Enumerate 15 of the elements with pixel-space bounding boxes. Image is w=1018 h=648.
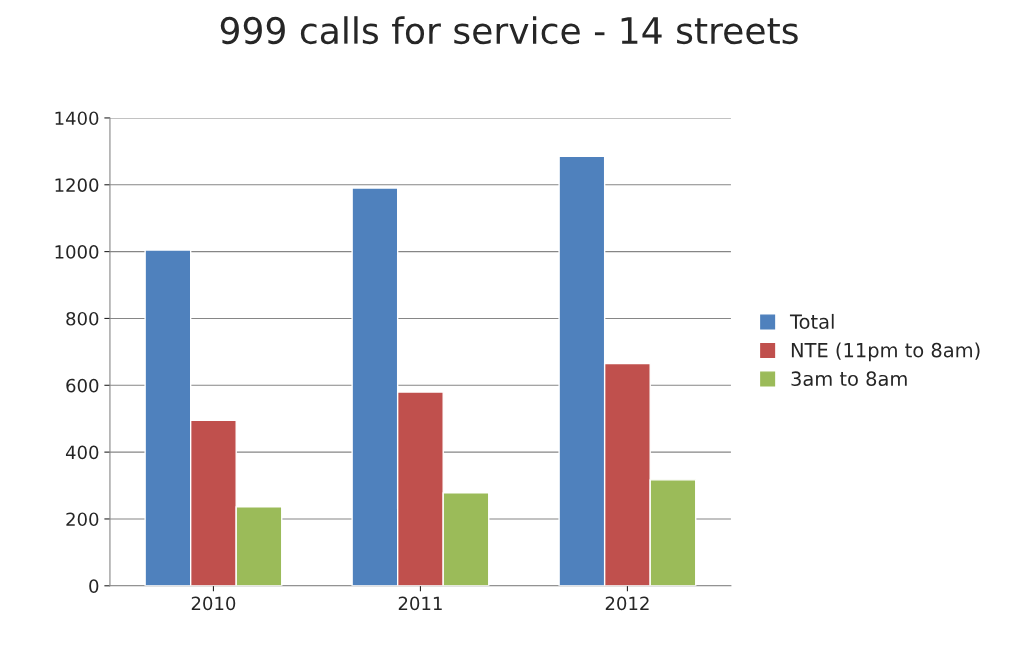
x-tick-label: 2012 bbox=[605, 596, 649, 611]
legend-label: 3am to 8am bbox=[791, 371, 907, 387]
y-tick-label: 1400 bbox=[55, 111, 99, 126]
y-tick-label: 0 bbox=[89, 579, 99, 593]
y-tick-label: 600 bbox=[66, 378, 99, 393]
y-tick-label: 800 bbox=[66, 311, 99, 326]
y-tick-label: 200 bbox=[66, 512, 99, 527]
chart-title: 999 calls for service - 14 streets bbox=[220, 16, 798, 45]
x-tick-label: 2011 bbox=[398, 596, 442, 611]
x-tick-label: 2010 bbox=[191, 596, 236, 611]
y-tick-label: 400 bbox=[65, 445, 99, 460]
legend-label: Total bbox=[789, 313, 834, 329]
y-tick-label: 1200 bbox=[55, 178, 99, 192]
y-tick-label: 1000 bbox=[55, 245, 99, 259]
legend-label: NTE (11pm to 8am) bbox=[791, 342, 980, 362]
